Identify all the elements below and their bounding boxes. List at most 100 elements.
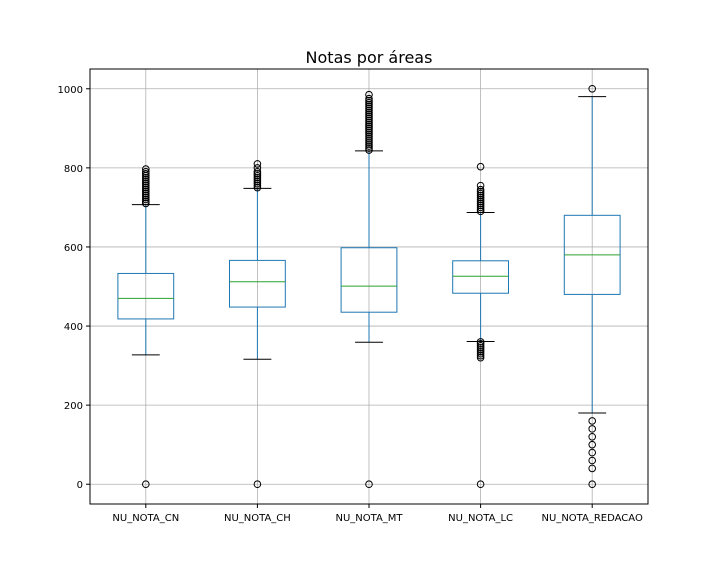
outlier-point xyxy=(253,173,262,182)
outlier-point xyxy=(476,205,485,214)
outlier-point xyxy=(476,480,485,489)
x-tick-label: NU_NOTA_CN xyxy=(112,513,179,524)
box-group xyxy=(229,160,286,489)
outlier-point xyxy=(476,343,485,352)
outlier-point xyxy=(365,102,373,111)
outlier-point xyxy=(476,187,485,196)
outlier-point xyxy=(142,193,150,202)
x-tick-label: NU_NOTA_LC xyxy=(448,513,513,524)
y-tick-label: 0 xyxy=(77,480,83,491)
y-tick-label: 600 xyxy=(64,243,83,254)
outlier-point xyxy=(365,146,373,154)
outlier-point xyxy=(588,480,597,489)
outlier-point xyxy=(142,199,150,208)
outlier-point xyxy=(142,169,150,178)
outlier-point xyxy=(476,195,485,204)
outlier-point xyxy=(253,181,262,190)
outlier-point xyxy=(253,168,262,176)
y-tick-label: 1000 xyxy=(58,85,83,96)
outlier-point xyxy=(588,440,597,449)
outlier-point xyxy=(142,177,150,186)
x-tick-label: NU_NOTA_REDACAO xyxy=(542,513,643,524)
outlier-point xyxy=(365,104,373,113)
outlier-point xyxy=(365,96,373,105)
x-tick-label: NU_NOTA_MT xyxy=(335,513,403,524)
outlier-point xyxy=(476,191,485,200)
outlier-point xyxy=(588,448,597,457)
outlier-point xyxy=(476,353,485,362)
outlier-point xyxy=(588,84,597,93)
y-tick-label: 800 xyxy=(64,164,83,175)
box-iqr xyxy=(340,247,398,313)
y-tick-label: 400 xyxy=(64,322,83,333)
outlier-point xyxy=(365,480,373,489)
outlier-point xyxy=(365,106,373,115)
outlier-point xyxy=(588,456,597,465)
outlier-point xyxy=(253,177,262,186)
outlier-point xyxy=(142,179,150,188)
box-group xyxy=(563,84,621,489)
outlier-point xyxy=(142,165,150,173)
outlier-point xyxy=(476,199,485,208)
x-tick-label: NU_NOTA_CH xyxy=(224,513,291,524)
outlier-point xyxy=(476,181,485,190)
y-tick-label: 200 xyxy=(64,401,83,412)
outlier-point xyxy=(253,179,262,188)
outlier-point xyxy=(476,351,485,360)
outlier-point xyxy=(253,169,262,178)
outlier-point xyxy=(588,432,597,441)
outlier-point xyxy=(142,191,150,200)
outlier-point xyxy=(253,175,262,184)
outlier-point xyxy=(142,183,150,192)
outlier-point xyxy=(365,94,373,103)
outlier-point xyxy=(142,168,150,176)
outlier-point xyxy=(365,132,373,141)
outlier-point xyxy=(476,201,485,210)
outlier-point xyxy=(476,189,485,198)
outlier-point xyxy=(365,134,373,143)
outlier-point xyxy=(588,417,597,425)
outlier-point xyxy=(365,140,373,148)
outlier-point xyxy=(365,108,373,117)
outlier-point xyxy=(476,207,485,216)
outlier-point xyxy=(142,175,150,184)
outlier-point xyxy=(476,349,485,358)
outlier-point xyxy=(253,480,262,489)
box-group xyxy=(117,165,175,489)
outlier-point xyxy=(365,114,373,123)
outlier-point xyxy=(142,480,150,489)
outlier-point xyxy=(365,112,373,121)
outlier-point xyxy=(476,347,485,356)
outlier-point xyxy=(476,162,485,171)
outlier-point xyxy=(476,345,485,354)
outlier-point xyxy=(253,171,262,180)
outlier-point xyxy=(365,110,373,119)
box-group xyxy=(340,90,398,489)
outlier-point xyxy=(365,136,373,144)
outlier-point xyxy=(365,90,373,99)
outlier-point xyxy=(365,142,373,150)
outlier-point xyxy=(476,193,485,202)
outlier-point xyxy=(365,122,373,131)
box-iqr xyxy=(452,260,510,294)
outlier-point xyxy=(365,144,373,152)
outlier-point xyxy=(365,120,373,129)
box-iqr xyxy=(229,259,286,308)
outlier-point xyxy=(365,138,373,146)
outlier-point xyxy=(365,98,373,107)
box-iqr xyxy=(117,272,175,320)
outlier-point xyxy=(253,160,262,168)
outlier-point xyxy=(588,464,597,473)
outlier-point xyxy=(476,185,485,194)
axes-layer: 0 200 400 600 800 1000 NU_NOTA_CN NU_NOTA_CH NU_… xyxy=(58,68,649,524)
outlier-point xyxy=(142,189,150,198)
outlier-point xyxy=(365,124,373,133)
outlier-point xyxy=(476,340,485,348)
outlier-point xyxy=(365,128,373,137)
outlier-point xyxy=(365,130,373,139)
outlier-point xyxy=(365,100,373,109)
outlier-point xyxy=(476,338,485,346)
